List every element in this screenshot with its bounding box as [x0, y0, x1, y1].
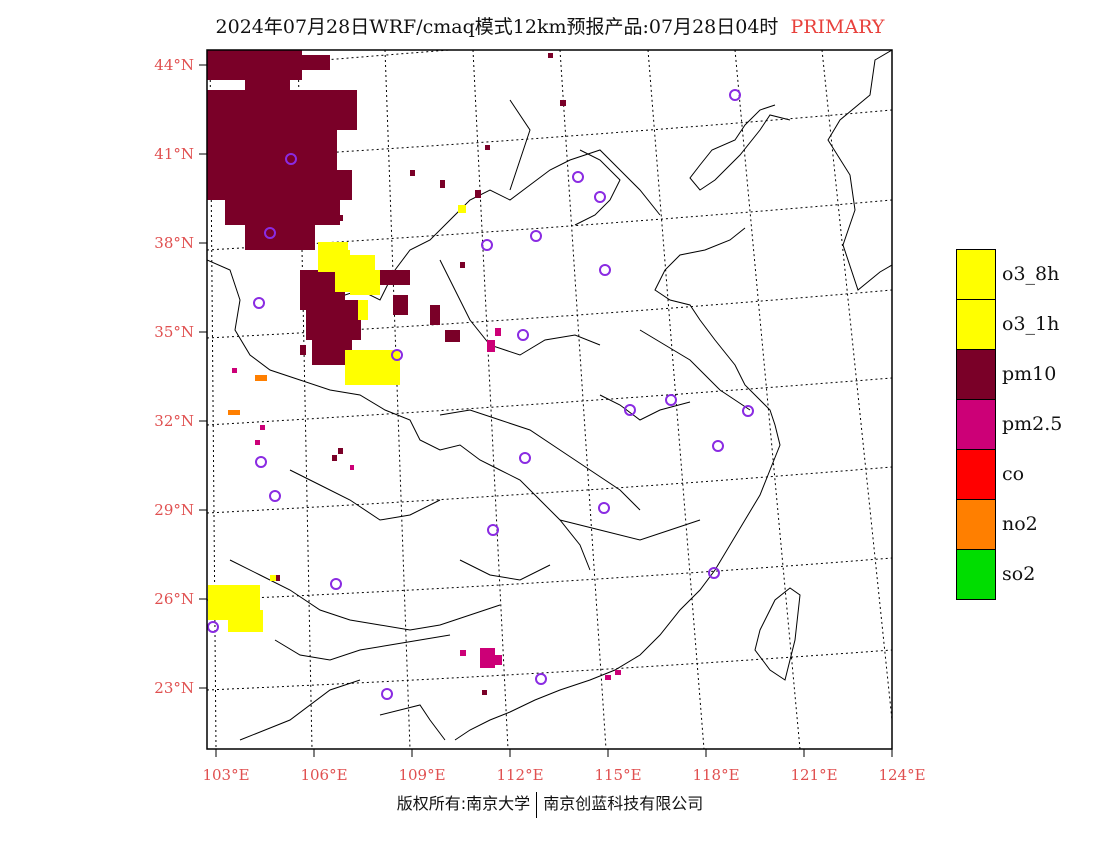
lat-label-26: 26°N	[154, 590, 194, 608]
lat-label-35: 35°N	[154, 323, 194, 341]
legend-swatch	[956, 249, 996, 300]
copyright-left: 版权所有:南京大学	[396, 794, 531, 813]
map-border	[206, 49, 893, 750]
legend-label: o3_8h	[1002, 263, 1060, 285]
legend-swatch	[956, 549, 996, 600]
no2-region	[228, 375, 267, 415]
legend-label: so2	[1002, 563, 1036, 585]
o3-region	[208, 205, 466, 632]
legend-label: co	[1002, 463, 1025, 485]
lat-label-38: 38°N	[154, 234, 194, 252]
lon-label-109: 109°E	[398, 766, 446, 784]
legend-label: pm2.5	[1002, 413, 1063, 435]
legend-swatch	[956, 399, 996, 450]
lat-label-23: 23°N	[154, 679, 194, 697]
pm10-region	[207, 50, 566, 695]
title-text: 2024年07月28日WRF/cmaq模式12km预报产品:07月28日04时	[215, 16, 779, 38]
legend-swatch	[956, 299, 996, 350]
pm25-region	[232, 328, 621, 680]
axis-ticks	[199, 64, 893, 757]
legend-swatch	[956, 449, 996, 500]
legend-label: pm10	[1002, 363, 1057, 385]
lon-label-118: 118°E	[692, 766, 740, 784]
lat-label-44: 44°N	[154, 56, 194, 74]
legend-label: no2	[1002, 513, 1038, 535]
map-title: 2024年07月28日WRF/cmaq模式12km预报产品:07月28日04时 P…	[0, 12, 1100, 39]
copyright-footer: 版权所有:南京大学 南京创蓝科技有限公司	[0, 790, 1100, 818]
legend-label: o3_1h	[1002, 313, 1060, 335]
lon-label-112: 112°E	[496, 766, 544, 784]
city-markers	[207, 89, 754, 700]
lat-label-41: 41°N	[154, 145, 194, 163]
lat-label-29: 29°N	[154, 501, 194, 519]
copyright-divider	[536, 791, 538, 818]
lon-label-124: 124°E	[878, 766, 926, 784]
primary-tag: PRIMARY	[790, 16, 885, 38]
lat-label-32: 32°N	[154, 412, 194, 430]
lon-label-106: 106°E	[300, 766, 348, 784]
lon-label-121: 121°E	[790, 766, 838, 784]
lon-label-115: 115°E	[594, 766, 642, 784]
lon-label-103: 103°E	[202, 766, 250, 784]
copyright-right: 南京创蓝科技有限公司	[543, 794, 704, 813]
legend-swatch	[956, 349, 996, 400]
legend-swatch	[956, 499, 996, 550]
